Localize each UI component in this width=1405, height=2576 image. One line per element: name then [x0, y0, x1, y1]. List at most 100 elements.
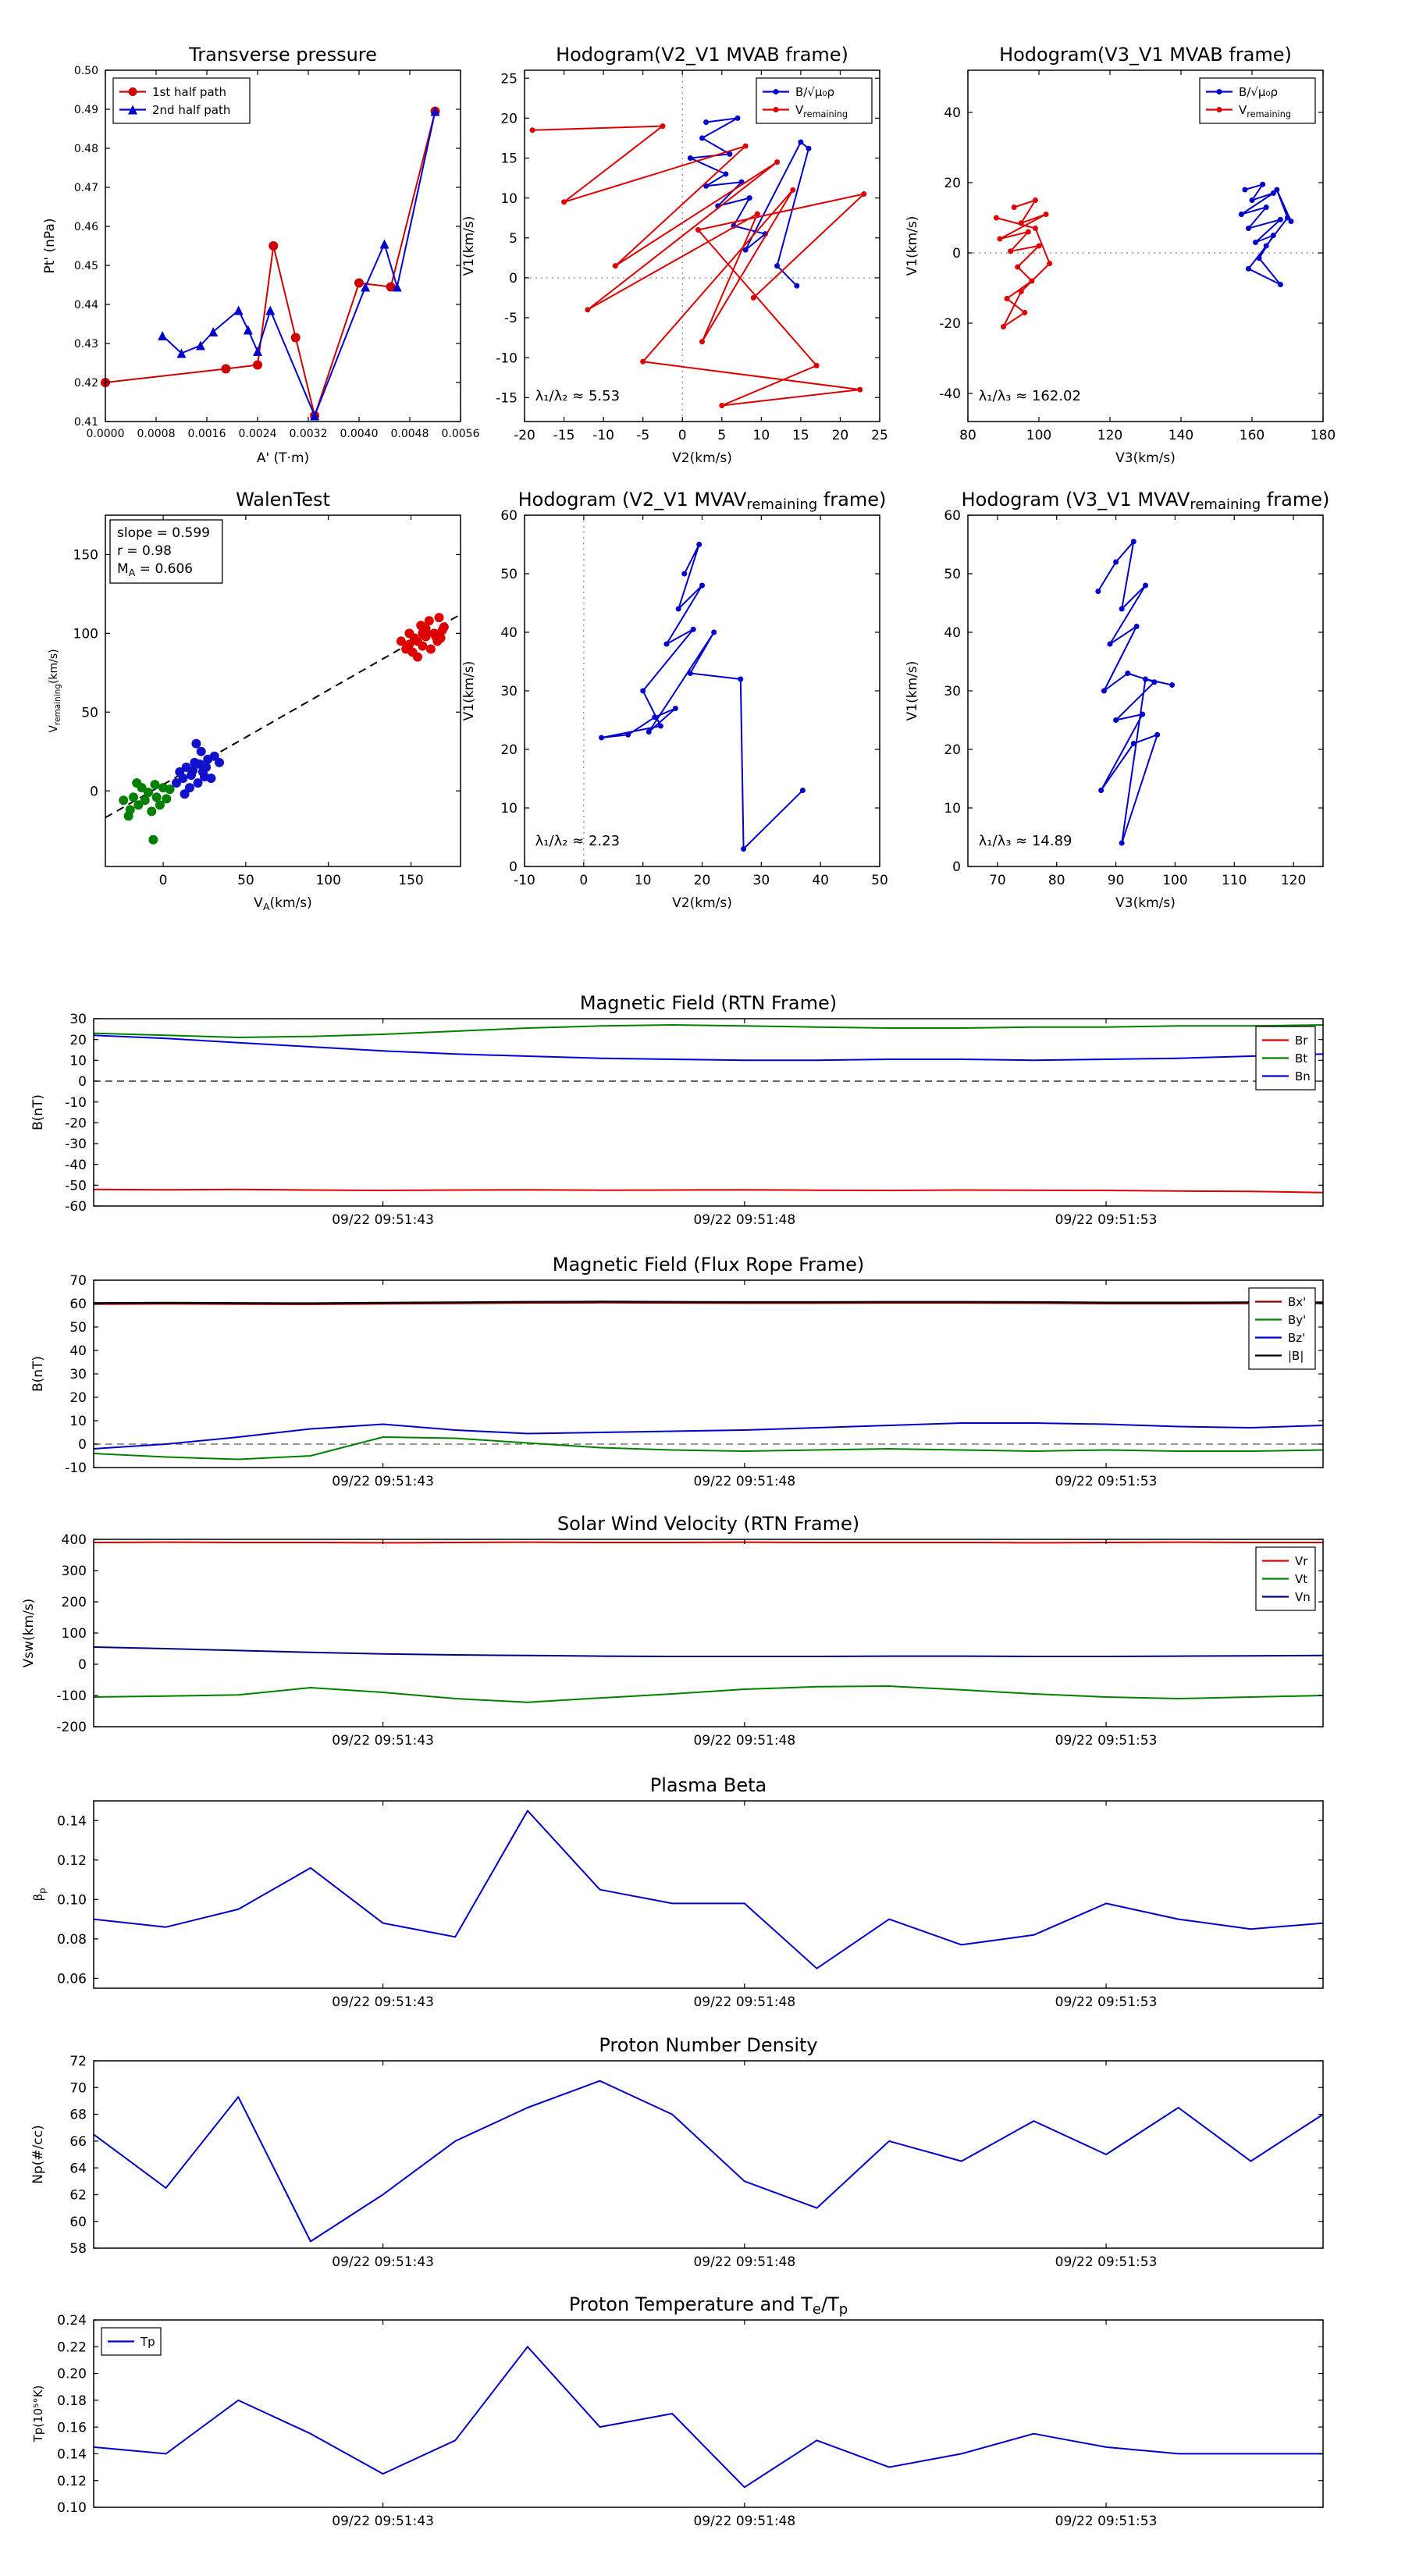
marker-dot: [1256, 255, 1262, 262]
legend: Bx' By' Bz' |B|: [1248, 1287, 1316, 1370]
marker-dot: [711, 629, 717, 635]
x-tick-label: 100: [1162, 873, 1187, 888]
marker-dot: [750, 294, 756, 301]
panel-plasma-beta: 09/22 09:51:43 09/22 09:51:48 09/22 09:51:…: [31, 1774, 1324, 2010]
marker-dot: [209, 751, 219, 761]
x-tick-label: 40: [812, 873, 829, 888]
marker-dot: [1249, 197, 1255, 203]
marker-triangle: [392, 282, 402, 292]
x-tick-label: -15: [553, 428, 575, 443]
panel-solar-wind-velocity: 09/22 09:51:43 09/22 09:51:48 09/22 09:51:…: [21, 1513, 1324, 1749]
y-tick-label: 30: [69, 1367, 87, 1382]
series-markers-v-remaining-hodogram: [1095, 539, 1176, 846]
marker-dot: [1036, 243, 1042, 249]
marker-triangle: [243, 325, 253, 335]
series-v-remaining-hodogram: [1097, 540, 1172, 844]
x-axis-label: A' (T·m): [257, 450, 309, 466]
y-tick-label: 100: [73, 626, 98, 642]
series-markers-2nd-half-path: [158, 106, 440, 421]
x-tick-label: 100: [1026, 428, 1051, 443]
y-tick-label: -200: [56, 1720, 87, 1735]
x-tick-label: -20: [514, 428, 535, 443]
y-tick-label: -40: [65, 1158, 87, 1173]
marker-dot: [696, 542, 702, 547]
marker-dot: [1095, 589, 1101, 594]
y-tick-label: -100: [56, 1688, 87, 1704]
series-markers-v-remaining-hodogram: [599, 542, 806, 852]
marker-dot: [774, 159, 781, 165]
legend: Vr Vt Vn: [1255, 1546, 1316, 1611]
marker-triangle: [128, 105, 137, 115]
x-tick-label: 09/22 09:51:48: [693, 1733, 795, 1749]
marker-dot: [412, 652, 422, 662]
series-b-magnitude: [93, 1300, 1323, 1304]
marker-dot: [424, 616, 434, 626]
x-tick-label: 50: [871, 873, 888, 888]
x-tick-label: 90: [1108, 873, 1125, 888]
marker-dot: [409, 633, 419, 643]
y-tick-label: 50: [944, 567, 961, 582]
marker-dot: [799, 788, 806, 793]
marker-dot: [695, 227, 701, 233]
plot-area: [94, 1019, 1323, 1206]
y-tick-label: 0: [78, 1437, 87, 1453]
y-tick-label: 64: [69, 2161, 87, 2176]
y-tick-label: 0.47: [74, 182, 98, 194]
y-tick-label: -15: [496, 390, 518, 406]
panel-title: Solar Wind Velocity (RTN Frame): [557, 1513, 859, 1535]
x-tick-label: 09/22 09:51:48: [693, 2514, 795, 2529]
x-tick-label: 09/22 09:51:53: [1055, 2254, 1158, 2270]
x-tick-label: 180: [1311, 428, 1336, 443]
marker-dot: [675, 606, 681, 612]
y-axis-label: Tp(10⁵°K): [31, 2386, 45, 2443]
marker-dot: [1245, 226, 1251, 231]
panel-magnetic-field-rtn: 09/22 09:51:43 09/22 09:51:48 09/22 09:51:…: [30, 992, 1324, 1228]
axes-frame: [967, 69, 1324, 422]
marker-dot: [140, 795, 150, 806]
marker-dot: [1101, 688, 1107, 694]
marker-dot: [1018, 220, 1024, 226]
series-markers-last-segment: [396, 613, 449, 662]
y-tick-label: 0.42: [74, 377, 98, 390]
x-tick-label: -10: [592, 428, 614, 443]
marker-dot: [699, 582, 705, 589]
y-tick-label: 0.41: [74, 416, 98, 429]
x-tick-label: 0.0056: [442, 428, 480, 440]
x-tick-label: 0.0000: [87, 428, 125, 440]
x-tick-label: 09/22 09:51:43: [332, 2254, 434, 2270]
x-tick-label: 140: [1168, 428, 1193, 443]
panel-title: Hodogram(V3_V1 MVAB frame): [999, 44, 1292, 66]
panel-title: Proton Number Density: [599, 2034, 817, 2056]
marker-dot: [774, 263, 781, 269]
axes-frame: [105, 514, 461, 867]
legend-label: Bt: [1295, 1051, 1307, 1066]
legend-label: Bn: [1295, 1069, 1311, 1083]
marker-dot: [1022, 310, 1028, 315]
x-axis-label: VA​(km/s): [254, 895, 312, 913]
marker-dot: [1119, 840, 1125, 846]
annotation: λ₁/λ₃ ≈ 162.02: [979, 388, 1081, 404]
marker-circle: [253, 360, 262, 370]
x-tick-label: 0: [579, 873, 588, 888]
legend-label: 1st half path: [152, 85, 226, 99]
marker-dot: [806, 145, 812, 151]
marker-dot: [148, 834, 158, 845]
panel-title: Hodogram (V3_V1 MVAVremaining​ frame): [962, 489, 1330, 513]
marker-dot: [418, 628, 428, 639]
series-bz-prime: [93, 1422, 1324, 1450]
legend-label: Tp: [140, 2335, 155, 2349]
marker-dot: [773, 107, 779, 112]
series-vt: [93, 1685, 1324, 1703]
marker-dot: [1285, 215, 1290, 221]
marker-dot: [612, 263, 618, 269]
x-tick-label: 160: [1240, 428, 1264, 443]
y-tick-label: 20: [500, 111, 518, 126]
marker-dot: [660, 123, 666, 130]
legend-label: Bz': [1288, 1331, 1305, 1345]
x-tick-label: 09/22 09:51:48: [693, 1994, 795, 2010]
marker-dot: [151, 792, 162, 802]
y-tick-label: 0: [509, 271, 518, 286]
y-tick-label: 40: [944, 625, 961, 641]
marker-dot: [215, 757, 225, 767]
marker-dot: [738, 676, 744, 682]
